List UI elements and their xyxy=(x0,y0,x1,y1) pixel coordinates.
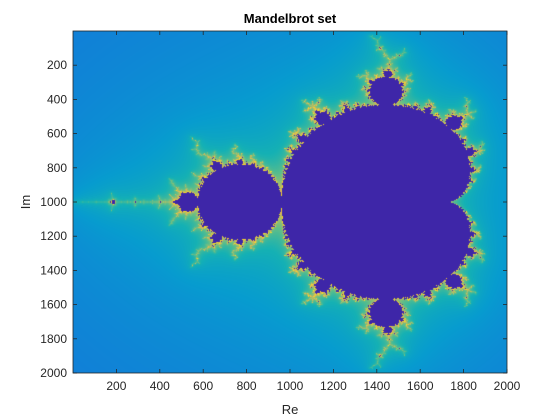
y-tick-label: 2000 xyxy=(40,366,67,380)
y-tick-label: 800 xyxy=(47,161,67,175)
x-tick-label: 1600 xyxy=(407,379,434,393)
y-tick-label: 400 xyxy=(47,92,67,106)
y-tick-label: 600 xyxy=(47,127,67,141)
y-tick-label: 1000 xyxy=(40,195,67,209)
x-tick-label: 1800 xyxy=(450,379,477,393)
y-tick-label: 1200 xyxy=(40,229,67,243)
y-axis-ticks: 200 400 600 800 1000 1200 1400 1600 1800 2000 xyxy=(40,58,507,380)
x-axis-ticks: 200 400 600 800 1000 1200 1400 1600 1800 2000 xyxy=(106,31,521,393)
x-tick-label: 1200 xyxy=(320,379,347,393)
y-axis-label: Im xyxy=(18,195,33,209)
x-tick-label: 1400 xyxy=(363,379,390,393)
x-tick-label: 800 xyxy=(237,379,257,393)
x-tick-label: 600 xyxy=(193,379,213,393)
x-tick-label: 200 xyxy=(106,379,126,393)
y-tick-label: 1800 xyxy=(40,332,67,346)
y-tick-label: 1400 xyxy=(40,263,67,277)
x-axis-label: Re xyxy=(282,402,299,417)
y-tick-label: 200 xyxy=(47,58,67,72)
y-tick-label: 1600 xyxy=(40,298,67,312)
x-tick-label: 2000 xyxy=(494,379,521,393)
x-tick-label: 1000 xyxy=(277,379,304,393)
mandelbrot-heatmap xyxy=(73,31,507,373)
x-tick-label: 400 xyxy=(150,379,170,393)
chart-title: Mandelbrot set xyxy=(244,11,337,26)
